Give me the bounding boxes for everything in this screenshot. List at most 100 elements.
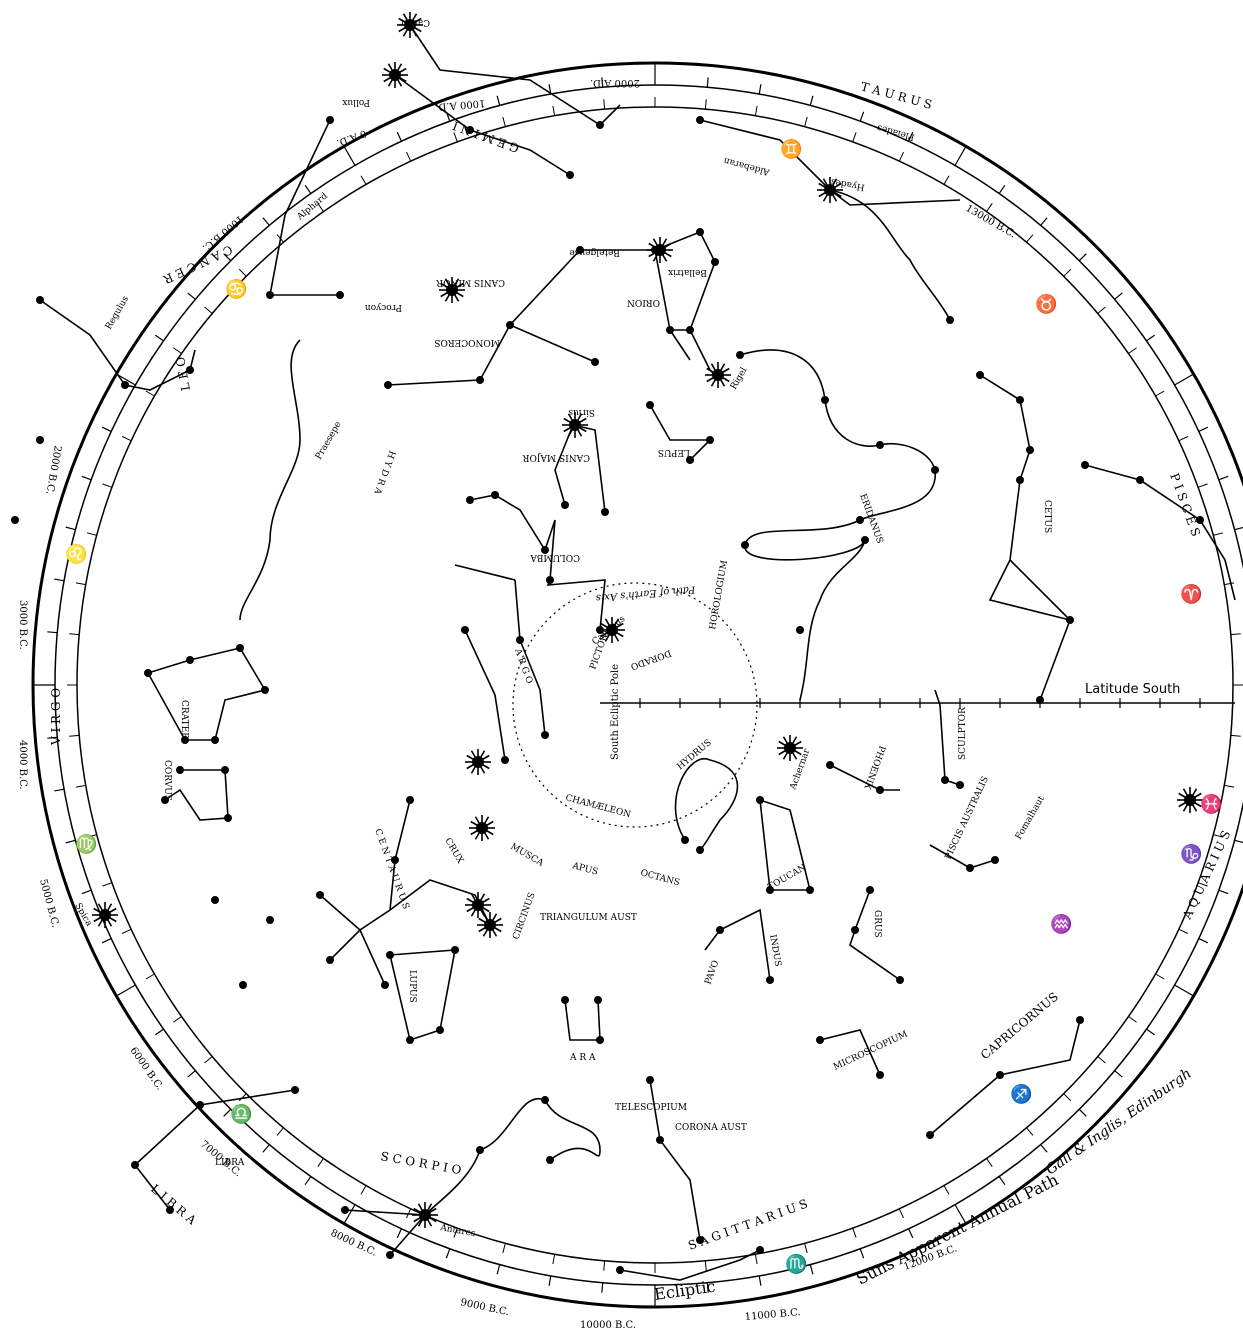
- date-label: 6000 B.C.: [128, 1045, 165, 1092]
- rim-tick: [187, 292, 196, 300]
- inner-tick: [1213, 834, 1224, 838]
- inner-tick: [238, 268, 247, 277]
- star-dot: [736, 351, 744, 359]
- burst-core: [472, 756, 484, 768]
- star-dot: [386, 1251, 394, 1259]
- star-dot: [696, 1236, 704, 1244]
- star-dot: [861, 536, 869, 544]
- inner-tick: [1155, 973, 1165, 980]
- star-dot: [596, 121, 604, 129]
- zodiac-sign-labels: ♈ ♉ ♊ ♋ ♌ ♍ ♎ ♏ ♐ ♑ ♒ ♓: [65, 138, 1222, 1275]
- star-dot: [561, 501, 569, 509]
- rim-tick: [548, 1275, 552, 1286]
- burst-core: [712, 369, 724, 381]
- date-label: 2000 A.D.: [590, 77, 640, 88]
- star-dot: [36, 436, 44, 444]
- inner-tick: [704, 1260, 707, 1271]
- star-dot: [876, 786, 884, 794]
- burst-core: [446, 284, 458, 296]
- rim-tick: [47, 631, 58, 634]
- rim-tick: [998, 1176, 1006, 1186]
- star-dot: [224, 814, 232, 822]
- constellation-label: PAVO: [703, 959, 721, 986]
- bright-stars: [92, 12, 1203, 1228]
- zodiac-sign: ♍: [75, 833, 97, 855]
- inner-tick: [552, 105, 556, 116]
- star-dot: [326, 956, 334, 964]
- rim-tick: [1146, 1028, 1156, 1036]
- star-dot: [1016, 476, 1024, 484]
- star-dot: [896, 976, 904, 984]
- inner-tick: [1128, 347, 1137, 354]
- constellation-label: CHAMÆLEON: [564, 793, 632, 820]
- star-dot: [476, 1146, 484, 1154]
- star-dot: [546, 576, 554, 584]
- constellation-label: SCULPTOR: [958, 707, 968, 760]
- inner-tick: [1178, 436, 1189, 442]
- inner-tick: [1224, 784, 1235, 788]
- zodiac-sign: ♒: [1050, 913, 1072, 935]
- inner-tick: [1128, 1016, 1137, 1023]
- inner-tick: [502, 1243, 506, 1254]
- rim-tick: [908, 131, 914, 142]
- star-dot: [1036, 696, 1044, 704]
- star-dot: [826, 761, 834, 769]
- rim-tick: [954, 146, 967, 166]
- inner-tick: [1063, 268, 1072, 277]
- star-dot: [941, 776, 949, 784]
- inner-tick: [754, 1254, 758, 1265]
- star-name: Aldebaran: [723, 155, 772, 177]
- star-name: Pleiades: [876, 122, 916, 142]
- bright-star-burst: [397, 12, 423, 38]
- inner-tick: [102, 483, 113, 488]
- star-name: Praesepe: [314, 420, 344, 461]
- rim-tick: [1218, 889, 1229, 895]
- inner-tick: [804, 116, 808, 127]
- star-dot: [239, 981, 247, 989]
- star-dot: [806, 886, 814, 894]
- constellation-label: HYDRUS: [676, 738, 714, 772]
- rim-tick: [116, 984, 136, 997]
- date-label: 2000 B.C.: [43, 444, 62, 495]
- rim-tick: [758, 84, 762, 95]
- rim-tick: [1234, 526, 1243, 531]
- inner-tick: [69, 734, 80, 737]
- star-dot: [681, 836, 689, 844]
- inner-tick: [173, 1016, 182, 1023]
- inner-tick: [406, 151, 412, 162]
- inner-tick: [986, 1158, 993, 1167]
- star-dot: [756, 796, 764, 804]
- rim-tick: [1198, 426, 1209, 432]
- rim-tick: [1040, 1144, 1048, 1153]
- rim-tick: [54, 788, 65, 792]
- inner-tick: [603, 1260, 606, 1271]
- date-label: 11000 B.C.: [744, 1307, 801, 1323]
- bright-star-burst: [599, 617, 625, 643]
- star-dot: [1136, 476, 1144, 484]
- bright-star-burst: [465, 749, 491, 775]
- star-dot: [696, 116, 704, 124]
- star-dot: [391, 856, 399, 864]
- rim-tick: [262, 217, 270, 226]
- inner-tick: [317, 1158, 324, 1167]
- star-name: Alphard: [295, 191, 330, 223]
- star-dot: [756, 1246, 764, 1254]
- rim-tick: [1078, 253, 1087, 262]
- zodiac-label: P I S C E S: [1167, 471, 1203, 538]
- star-dot: [561, 996, 569, 1004]
- inner-tick: [75, 784, 86, 788]
- star-dot: [706, 436, 714, 444]
- inner-tick: [453, 132, 458, 143]
- inner-tick: [1224, 582, 1235, 586]
- star-dot: [341, 1206, 349, 1214]
- rim-tick: [1198, 938, 1209, 944]
- rim-tick: [445, 1248, 451, 1259]
- star-dot: [851, 926, 859, 934]
- bright-star-burst: [705, 362, 731, 388]
- zodiac-label: CAPRICORNUS: [978, 989, 1061, 1062]
- star-dot: [816, 1036, 824, 1044]
- constellation-label: ORION: [627, 297, 660, 307]
- rim-tick: [101, 426, 112, 432]
- inner-tick: [86, 532, 97, 536]
- constellation-label: CANIS MINOR: [436, 277, 505, 287]
